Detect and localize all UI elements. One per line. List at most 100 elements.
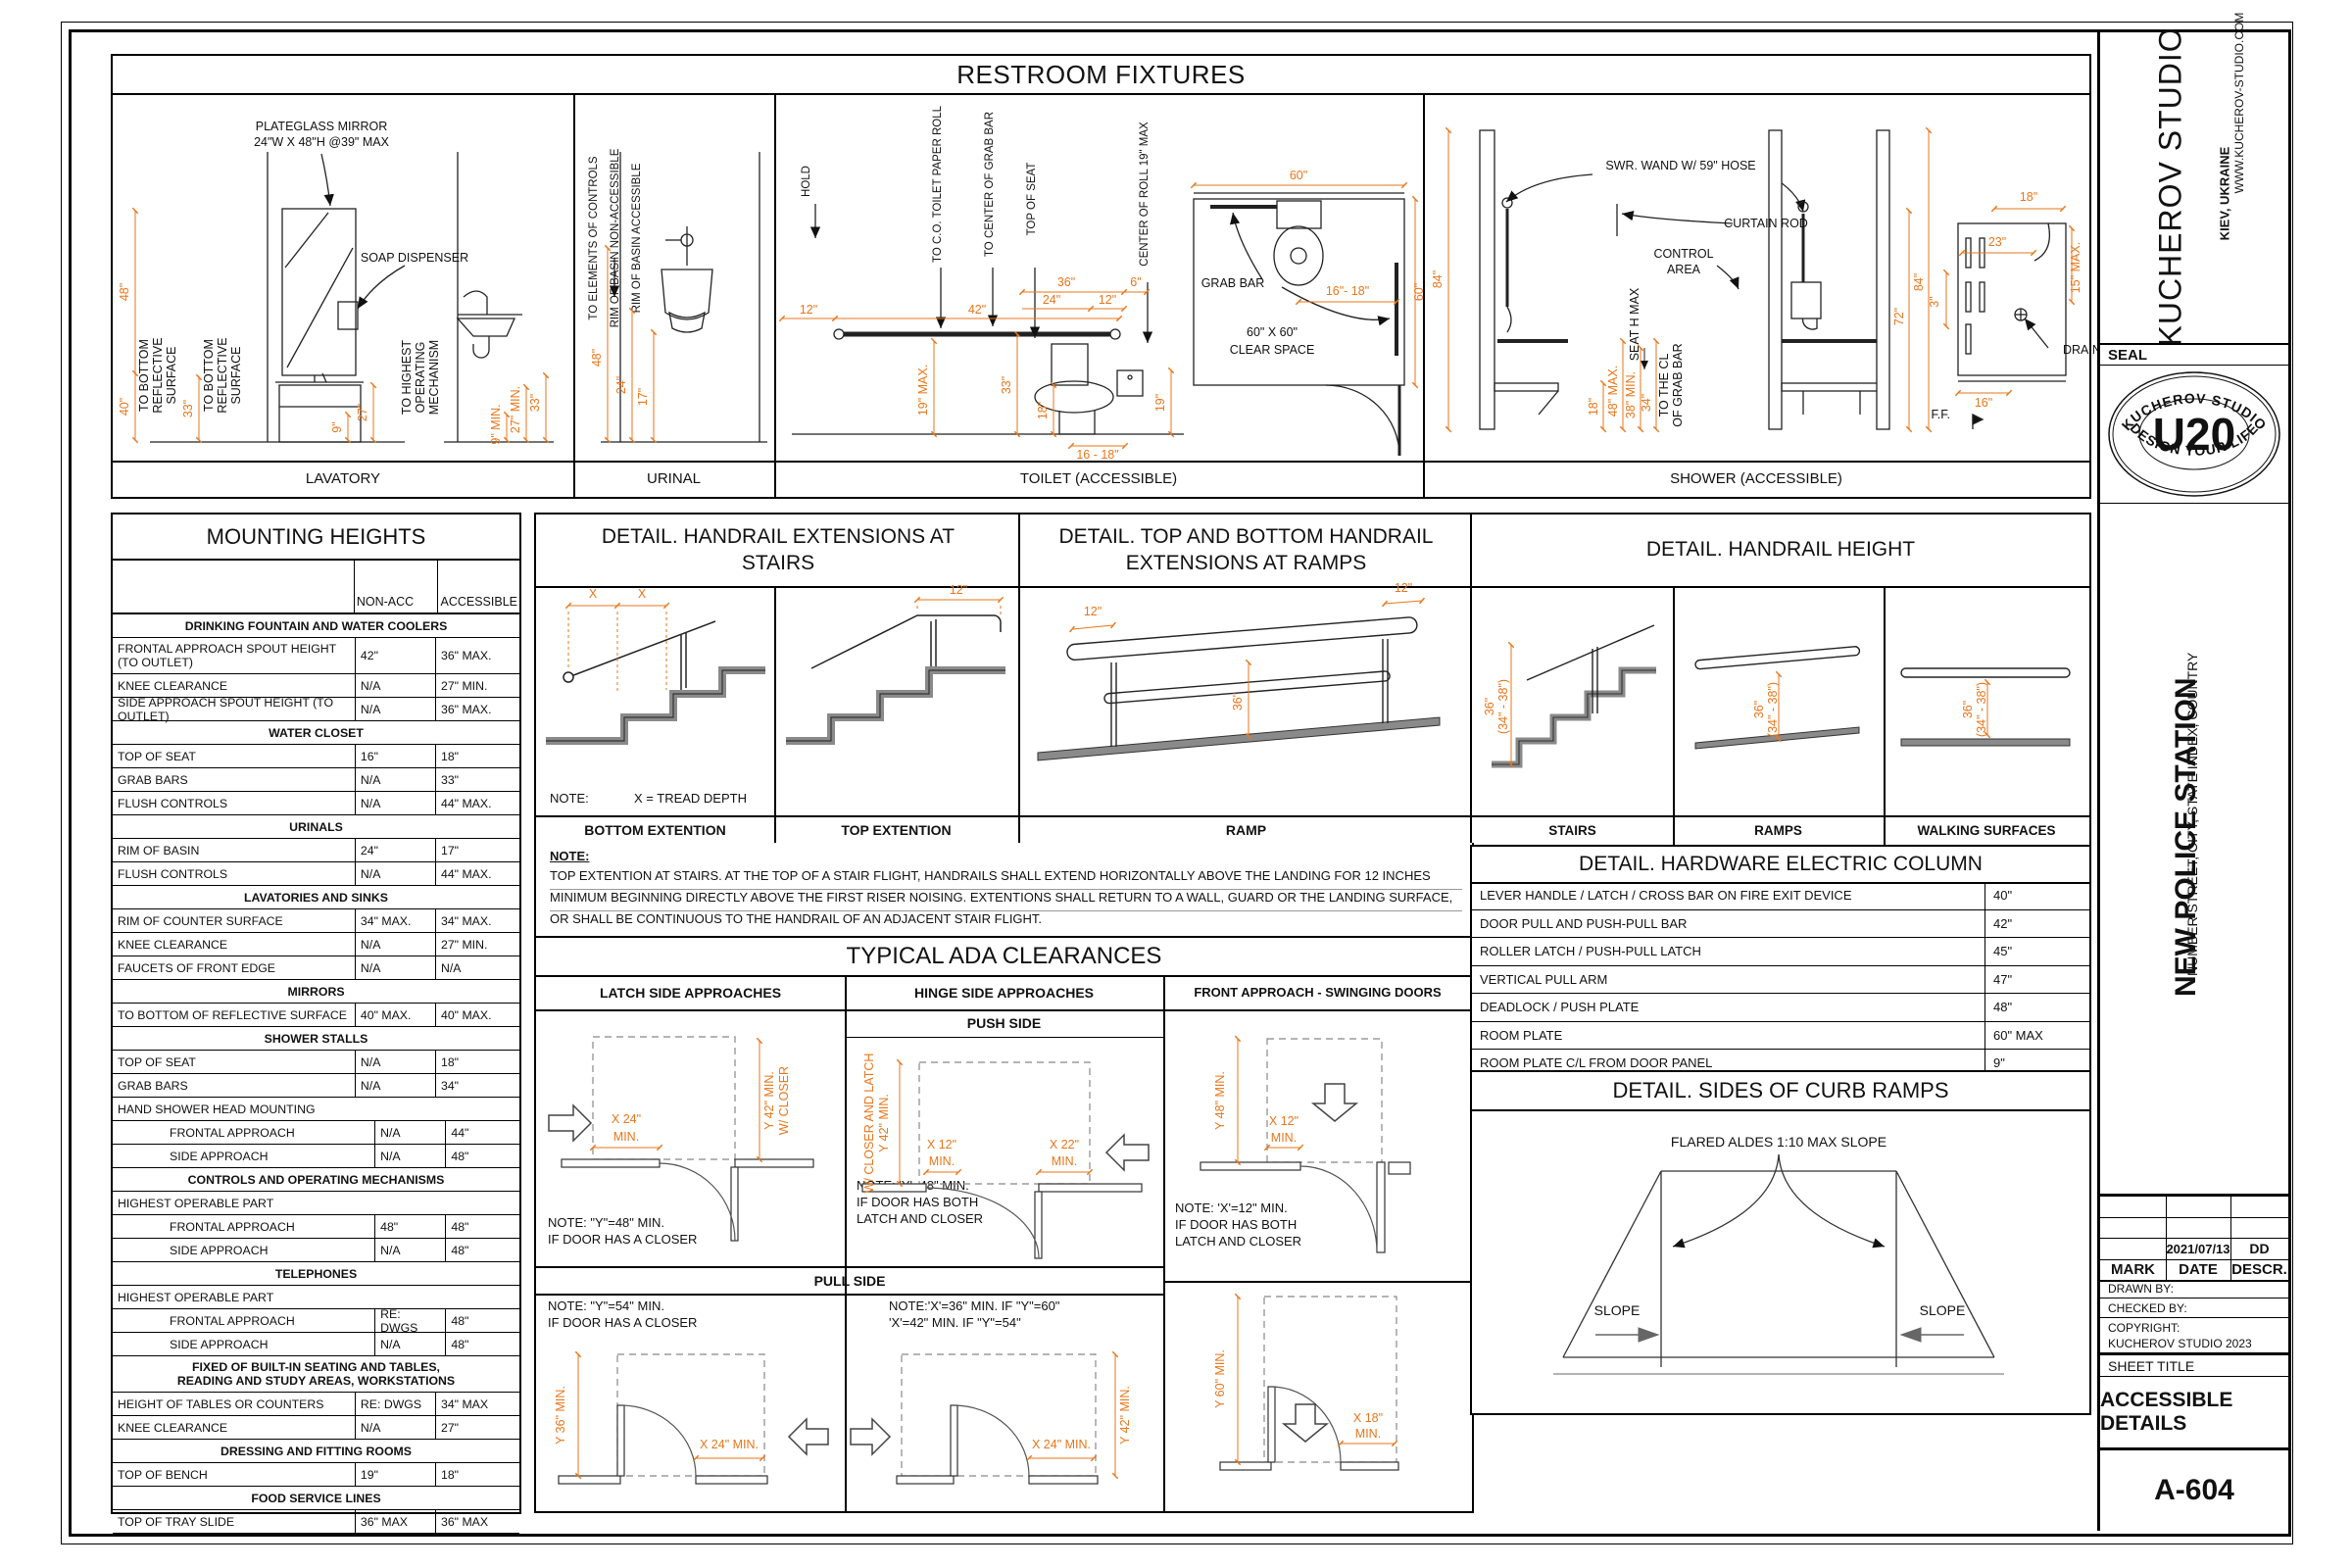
table-row: DOOR PULL AND PUSH-PULL BAR 42": [1472, 909, 2089, 938]
table-row: SIDE APPROACH N/A 48": [113, 1239, 519, 1262]
table-row: GRAB BARS N/A 33": [113, 768, 519, 792]
table-row: VERTICAL PULL ARM 47": [1472, 965, 2089, 994]
row-accessible-value: 36" MAX.: [434, 638, 519, 673]
svg-text:(34" - 38"): (34" - 38"): [1975, 682, 1988, 737]
svg-text:24": 24": [1043, 293, 1060, 307]
svg-text:X: X: [589, 587, 598, 601]
restroom-fixtures-panel: RESTROOM FIXTURES LAVATORY URINAL TOILET…: [111, 54, 2091, 499]
row-label: FLUSH CONTROLS: [118, 866, 228, 881]
mounting-heights-table: MOUNTING HEIGHTS NON-ACC ACCESSIBLE DRIN…: [111, 513, 521, 1534]
studio-seal: KUCHEROV STUDIO DESIGN YOUR LIFE U20: [2108, 371, 2280, 497]
row-accessible-value: N/A: [434, 956, 519, 979]
row-label: FRONTAL APPROACH: [170, 1125, 295, 1140]
hardware-item-label: DOOR PULL AND PUSH-PULL BAR: [1480, 915, 1688, 931]
height-ramps-drawing: 36" (34" - 38"): [1694, 646, 1861, 750]
table-row: TOP OF TRAY SLIDE 36" MAX 36" MAX: [113, 1510, 519, 1534]
table-row: TOP OF BENCH 19" 18": [113, 1463, 519, 1487]
height-walking-drawing: 36" (34" - 38"): [1900, 667, 2071, 747]
svg-text:19": 19": [1153, 394, 1167, 412]
top-extention-drawing: 12": [786, 583, 1005, 745]
table-row: MIRRORS: [113, 980, 519, 1004]
svg-text:FLARED ALDES 1:10 MAX SLOPE: FLARED ALDES 1:10 MAX SLOPE: [1671, 1134, 1886, 1150]
svg-text:34": 34": [1640, 394, 1653, 412]
handrail-height-title: DETAIL. HANDRAIL HEIGHT: [1472, 514, 2089, 588]
table-row: RIM OF BASIN 24" 17": [113, 839, 519, 862]
svg-text:16": 16": [1975, 396, 1992, 410]
table-row: HEIGHT OF TABLES OR COUNTERS RE: DWGS 34…: [113, 1393, 519, 1416]
svg-text:X 24" MIN.: X 24" MIN.: [700, 1438, 759, 1451]
svg-text:12": 12": [1099, 293, 1116, 307]
hardware-rows: LEVER HANDLE / LATCH / CROSS BAR ON FIRE…: [1472, 882, 2089, 1078]
row-accessible-value: 48": [445, 1215, 519, 1238]
shower-drawing: SWR. WAND W/ 59" HOSE CURTAIN ROD CONTRO…: [1431, 126, 2101, 433]
row-nonacc-value: 16": [354, 745, 435, 767]
studio-site: WWW.KUCHEROV-STUDIO.COM: [2232, 12, 2246, 194]
ada-clearances-panel: TYPICAL ADA CLEARANCES LATCH SIDE APPROA…: [534, 936, 1474, 1513]
approach-arrow-right: [548, 1103, 593, 1143]
svg-text:(34" - 38"): (34" - 38"): [1766, 682, 1780, 737]
row-accessible-value: 34" MAX: [434, 1393, 519, 1415]
svg-text:X 24" MIN.: X 24" MIN.: [1032, 1438, 1091, 1451]
svg-text:W/ CLOSER AND LATCH: W/ CLOSER AND LATCH: [862, 1054, 876, 1194]
revision-table: 2021/07/13 DD MARK DATE DESCR.: [2100, 1194, 2288, 1282]
row-label: LAVATORIES AND SINKS: [244, 890, 388, 905]
ada-front-bottom-diagram: Y 60" MIN. X 18" MIN.: [1213, 1293, 1399, 1471]
row-label: GRAB BARS: [118, 1078, 188, 1093]
table-row: HAND SHOWER HEAD MOUNTING: [113, 1098, 519, 1121]
row-nonacc-value: N/A: [374, 1121, 445, 1144]
row-label: SHOWER STALLS: [264, 1031, 368, 1046]
d1-note: NOTE: "Y"=48" MIN. IF DOOR HAS A CLOSER: [548, 1215, 698, 1247]
hardware-item-label: VERTICAL PULL ARM: [1480, 971, 1608, 987]
curb-ramps-title: DETAIL. SIDES OF CURB RAMPS: [1472, 1072, 2089, 1111]
svg-text:42": 42": [968, 303, 986, 317]
table-row: FLUSH CONTROLS N/A 44" MAX.: [113, 792, 519, 815]
caption-shower: SHOWER (ACCESSIBLE): [1670, 470, 1842, 487]
svg-text:GRAB BAR: GRAB BAR: [1201, 276, 1265, 290]
caption-walking-surfaces: WALKING SURFACES: [1917, 822, 2056, 838]
mounting-heights-title: MOUNTING HEIGHTS: [113, 514, 519, 561]
d3-note: NOTE: 'X'=12" MIN. IF DOOR HAS BOTH LATC…: [1175, 1200, 1302, 1249]
lavatory-drawing: PLATEGLASS MIRROR 24"W X 48"H @39" MAX S…: [118, 120, 554, 445]
hardware-item-value: 42": [1984, 909, 2089, 937]
revision-date: 2021/07/13: [2166, 1241, 2230, 1256]
row-label: GRAB BARS: [118, 772, 188, 787]
svg-text:X: X: [638, 587, 647, 601]
handrail-ramps-title: DETAIL. TOP AND BOTTOM HANDRAIL EXTENSIO…: [1020, 514, 1472, 588]
svg-text:CURTAIN ROD: CURTAIN ROD: [1724, 217, 1808, 230]
table-row: RIM OF COUNTER SURFACE 34" MAX. 34" MAX.: [113, 909, 519, 933]
row-label: KNEE CLEARANCE: [118, 1420, 228, 1435]
tread-note-text: X = TREAD DEPTH: [634, 791, 747, 806]
svg-text:48" MAX.: 48" MAX.: [1606, 366, 1620, 416]
row-label: RIM OF BASIN: [118, 843, 200, 858]
row-accessible-value: 33": [434, 768, 519, 791]
table-row: TOP OF SEAT N/A 18": [113, 1051, 519, 1074]
approach-arrow-right: [850, 1417, 892, 1456]
svg-text:MIN.: MIN.: [1355, 1427, 1381, 1441]
svg-text:W/ CLOSER: W/ CLOSER: [777, 1066, 791, 1135]
svg-text:Y 42" MIN.: Y 42" MIN.: [1118, 1386, 1132, 1445]
caption-bottom-extention: BOTTOM EXTENTION: [584, 822, 726, 838]
row-nonacc-value: N/A: [374, 1145, 445, 1167]
ada-hinge-pull-diagram: X 24" MIN. Y 42" MIN.: [850, 1350, 1132, 1485]
row-label: FIXED OF BUILT-IN SEATING AND TABLES, RE…: [176, 1359, 456, 1388]
svg-text:TO CENTER OF GRAB BAR: TO CENTER OF GRAB BAR: [984, 112, 996, 257]
caption-toilet: TOILET (ACCESSIBLE): [1019, 470, 1178, 487]
svg-text:18": 18": [1036, 402, 1050, 419]
ramp-drawing: 12" 12" 36": [1037, 581, 1441, 761]
svg-text:12": 12": [800, 303, 817, 317]
row-label: TOP OF BENCH: [118, 1467, 208, 1482]
svg-text:Y 60" MIN.: Y 60" MIN.: [1213, 1349, 1227, 1408]
table-row: SHOWER STALLS: [113, 1027, 519, 1051]
svg-text:84": 84": [1912, 273, 1926, 291]
row-nonacc-value: N/A: [354, 1051, 435, 1073]
svg-text:RIM OF BASIN ACCESSIBLE: RIM OF BASIN ACCESSIBLE: [631, 163, 643, 313]
row-label: FAUCETS OF FRONT EDGE: [118, 960, 276, 975]
ada-hinge-push-diagram: Y 42" MIN. W/ CLOSER AND LATCH X 12" MIN…: [861, 1054, 1150, 1259]
svg-text:60": 60": [1290, 169, 1307, 182]
svg-text:HOLD: HOLD: [801, 166, 812, 197]
row-accessible-value: 34": [434, 1074, 519, 1097]
urinal-drawing: TO ELEMENTS OF CONTROLS RIM OF BASIN NON…: [588, 148, 767, 444]
svg-text:84": 84": [1431, 270, 1445, 288]
svg-text:19" MAX.: 19" MAX.: [916, 365, 930, 416]
svg-text:REFLECTIVE: REFLECTIVE: [216, 337, 229, 413]
